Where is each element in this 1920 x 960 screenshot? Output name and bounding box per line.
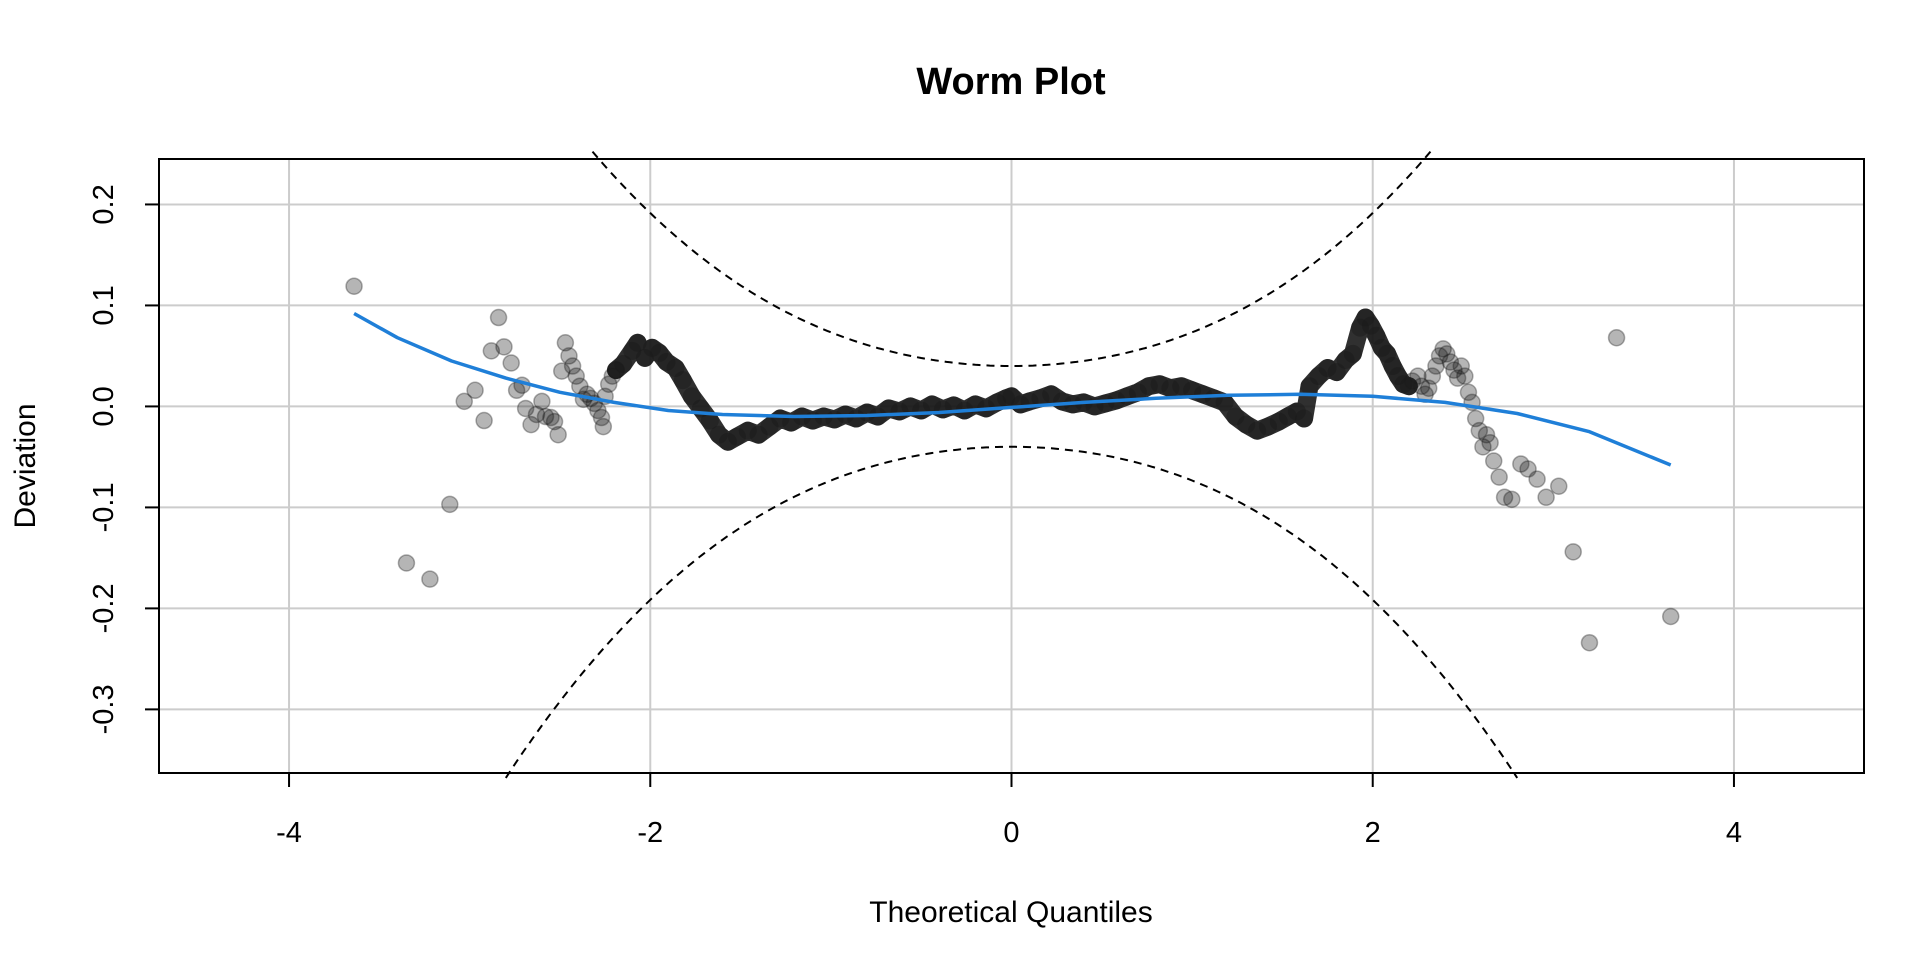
confidence-bands [504,150,1519,779]
point-right-26 [1512,455,1530,473]
worm-point-69 [1295,409,1314,428]
point-left-14 [522,415,540,434]
point-left-16 [533,392,551,411]
x-tick-label-1: -2 [637,817,663,849]
x-axis-label: Theoretical Quantiles [869,896,1152,929]
point-right-6 [1427,357,1445,375]
point-left-9 [495,338,513,356]
y-axis-label: Deviation [9,403,42,528]
point-left-2 [421,570,439,588]
worm-point-85 [1399,377,1418,396]
worm-point-9 [673,371,692,390]
point-right-4 [1419,379,1438,397]
point-right-22 [1484,452,1503,470]
y-tick-label-2: 0.0 [88,386,120,426]
point-right-9 [1438,345,1456,363]
point-left-7 [482,342,501,360]
x-tick-label-4: 4 [1726,817,1742,849]
point-left-15 [527,405,546,424]
y-tick-label-0: 0.2 [88,184,120,224]
point-right-12 [1448,369,1467,387]
y-tick-label-5: -0.3 [88,684,120,734]
point-left-18 [542,408,560,427]
point-right-19 [1474,438,1492,456]
point-right-20 [1477,425,1496,444]
grid-lines [159,159,1864,773]
point-left-10 [502,354,520,372]
point-left-26 [571,377,589,395]
fit-line [353,311,1672,467]
x-tick-label-2: 0 [1003,817,1019,849]
worm-point-61 [1215,393,1234,412]
point-left-5 [466,381,484,400]
point-right-21 [1481,434,1499,452]
x-axis: -4 -2 0 2 4 [276,773,1742,849]
point-left-4 [455,392,473,411]
point-left-25 [567,367,585,385]
point-right-25 [1503,490,1521,509]
point-right-32 [1580,633,1599,652]
point-left-32 [592,408,611,427]
point-left-22 [556,334,575,352]
worm-point-3 [628,333,647,352]
y-tick-label-1: 0.1 [88,285,120,325]
point-left-20 [549,425,567,444]
worm-point-1 [614,355,633,374]
point-left-3 [441,495,459,514]
point-right-33 [1607,328,1626,347]
point-right-7 [1430,347,1449,365]
point-right-10 [1441,353,1460,371]
point-left-24 [563,357,582,375]
point-right-13 [1452,357,1470,375]
point-right-8 [1434,340,1452,358]
point-left-23 [560,347,578,365]
point-right-17 [1466,409,1485,428]
point-right-11 [1445,361,1463,379]
point-left-8 [489,308,508,327]
point-right-31 [1564,543,1582,561]
point-left-0 [345,277,363,295]
band-lower [504,445,1519,779]
point-left-19 [545,412,564,431]
point-left-35 [599,375,618,393]
point-left-13 [516,399,535,418]
point-left-21 [553,362,571,380]
x-tick-label-0: -4 [276,817,302,849]
worm-point-12 [700,411,719,430]
point-right-30 [1550,477,1568,495]
point-right-18 [1470,421,1489,440]
point-left-33 [594,417,613,436]
point-right-34 [1661,607,1680,626]
point-left-31 [589,401,607,420]
y-tick-label-3: -0.1 [88,482,120,532]
y-axis: 0.2 0.1 0.0 -0.1 -0.2 -0.3 [88,184,159,734]
y-tick-label-4: -0.2 [88,583,120,633]
point-right-24 [1495,488,1514,507]
worm-point-75 [1343,344,1362,363]
point-right-15 [1459,383,1478,402]
chart-title: Worm Plot [916,61,1106,103]
x-tick-label-3: 2 [1365,817,1381,849]
point-right-27 [1519,460,1537,478]
point-right-28 [1528,470,1546,488]
point-right-23 [1490,468,1508,486]
point-right-14 [1456,367,1474,385]
point-left-17 [536,407,555,426]
point-right-29 [1537,488,1555,507]
point-left-1 [397,554,416,572]
point-right-5 [1423,367,1442,385]
fit-curve [353,311,1672,467]
point-left-6 [475,411,493,430]
